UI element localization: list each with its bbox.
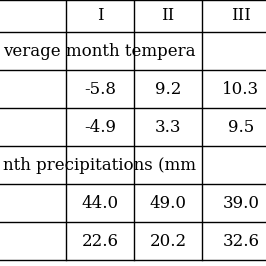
Text: 9.2: 9.2: [155, 81, 181, 98]
Text: -5.8: -5.8: [84, 81, 116, 98]
Text: -4.9: -4.9: [84, 118, 116, 135]
Text: III: III: [231, 7, 251, 24]
Text: 39.0: 39.0: [222, 194, 260, 211]
Text: 10.3: 10.3: [222, 81, 260, 98]
Text: 44.0: 44.0: [81, 194, 119, 211]
Text: 22.6: 22.6: [81, 232, 118, 250]
Text: 32.6: 32.6: [222, 232, 260, 250]
Text: 3.3: 3.3: [155, 118, 181, 135]
Text: nth precipitations (mm: nth precipitations (mm: [3, 156, 196, 173]
Text: verage month tempera: verage month tempera: [3, 43, 196, 60]
Text: 49.0: 49.0: [149, 194, 186, 211]
Text: 20.2: 20.2: [149, 232, 186, 250]
Text: I: I: [97, 7, 103, 24]
Text: II: II: [161, 7, 174, 24]
Text: 9.5: 9.5: [228, 118, 254, 135]
